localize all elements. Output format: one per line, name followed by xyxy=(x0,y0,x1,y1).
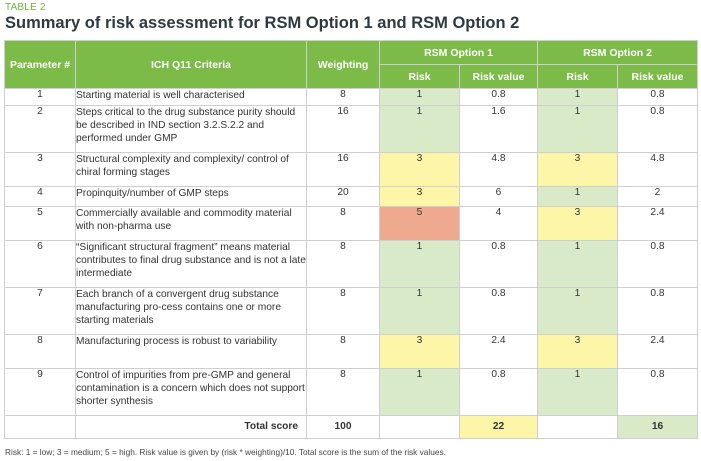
option1-risk-value-cell: 4.8 xyxy=(459,152,538,187)
table-row: 9 Control of impurities from pre-GMP and … xyxy=(4,368,698,416)
parameter-cell: 8 xyxy=(4,334,76,369)
parameter-cell: 2 xyxy=(4,105,76,153)
criteria-cell: “Significant structural fragment” means … xyxy=(75,240,307,288)
option2-risk-value-cell: 4.8 xyxy=(617,152,698,187)
option1-risk-cell: 3 xyxy=(379,152,460,187)
table-title: Summary of risk assessment for RSM Optio… xyxy=(5,14,520,32)
parameter-cell: 6 xyxy=(4,240,76,288)
option1-risk-cell: 5 xyxy=(379,206,460,241)
header-option2-risk-value: Risk value xyxy=(617,64,698,89)
criteria-cell: Control of impurities from pre-GMP and g… xyxy=(75,368,307,416)
table-row: 6 “Significant structural fragment” means… xyxy=(4,240,698,288)
option2-risk-value-cell: 0.8 xyxy=(617,88,698,106)
weighting-cell: 8 xyxy=(306,334,380,369)
option1-risk-value-cell: 1.6 xyxy=(459,105,538,153)
option1-risk-cell: 1 xyxy=(379,287,460,335)
table-row: 1 Starting material is well characterised… xyxy=(4,88,698,106)
header-criteria: ICH Q11 Criteria xyxy=(75,40,307,89)
header-weighting: Weighting xyxy=(306,40,380,89)
option2-risk-cell: 3 xyxy=(537,206,618,241)
weighting-cell: 8 xyxy=(306,88,380,106)
weighting-cell: 8 xyxy=(306,368,380,416)
total-weighting: 100 xyxy=(306,415,380,439)
weighting-cell: 20 xyxy=(306,186,380,207)
header-option1: RSM Option 1 xyxy=(379,40,538,65)
option1-risk-cell: 1 xyxy=(379,105,460,153)
header-option1-risk-value: Risk value xyxy=(459,64,538,89)
criteria-cell: Manufacturing process is robust to varia… xyxy=(75,334,307,369)
option1-risk-value-cell: 0.8 xyxy=(459,240,538,288)
header-parameter: Parameter # xyxy=(4,40,76,89)
option2-risk-cell: 1 xyxy=(537,287,618,335)
total-row: Total score 100 22 16 xyxy=(4,415,698,439)
parameter-cell: 5 xyxy=(4,206,76,241)
table-row: 3 Structural complexity and complexity/ c… xyxy=(4,152,698,187)
option1-risk-value-cell: 0.8 xyxy=(459,88,538,106)
option1-risk-value-cell: 0.8 xyxy=(459,368,538,416)
option2-risk-cell: 1 xyxy=(537,88,618,106)
option2-risk-cell: 1 xyxy=(537,368,618,416)
weighting-cell: 8 xyxy=(306,240,380,288)
total-option1-value: 22 xyxy=(459,415,538,439)
total-blank xyxy=(4,415,76,439)
header-option2-risk: Risk xyxy=(537,64,618,89)
parameter-cell: 1 xyxy=(4,88,76,106)
footnote: Risk: 1 = low; 3 = medium; 5 = high. Ris… xyxy=(5,447,446,457)
option1-risk-cell: 1 xyxy=(379,240,460,288)
criteria-cell: Propinquity/number of GMP steps xyxy=(75,186,307,207)
criteria-cell: Commercially available and commodity mat… xyxy=(75,206,307,241)
option2-risk-value-cell: 0.8 xyxy=(617,368,698,416)
option2-risk-cell: 1 xyxy=(537,105,618,153)
weighting-cell: 16 xyxy=(306,105,380,153)
option2-risk-cell: 3 xyxy=(537,334,618,369)
table-row: 5 Commercially available and commodity ma… xyxy=(4,206,698,241)
parameter-cell: 4 xyxy=(4,186,76,207)
option1-risk-value-cell: 6 xyxy=(459,186,538,207)
total-option1-risk xyxy=(379,415,460,439)
option2-risk-value-cell: 2.4 xyxy=(617,206,698,241)
parameter-cell: 3 xyxy=(4,152,76,187)
criteria-cell: Each branch of a convergent drug substan… xyxy=(75,287,307,335)
weighting-cell: 8 xyxy=(306,287,380,335)
option2-risk-value-cell: 2.4 xyxy=(617,334,698,369)
total-label: Total score xyxy=(75,415,307,439)
option1-risk-value-cell: 0.8 xyxy=(459,287,538,335)
option1-risk-cell: 3 xyxy=(379,186,460,207)
table-row: 7 Each branch of a convergent drug substa… xyxy=(4,287,698,335)
option1-risk-value-cell: 4 xyxy=(459,206,538,241)
parameter-cell: 9 xyxy=(4,368,76,416)
weighting-cell: 16 xyxy=(306,152,380,187)
option1-risk-cell: 1 xyxy=(379,368,460,416)
option1-risk-value-cell: 2.4 xyxy=(459,334,538,369)
table-label: TABLE 2 xyxy=(5,2,46,13)
option2-risk-cell: 1 xyxy=(537,186,618,207)
option2-risk-cell: 3 xyxy=(537,152,618,187)
criteria-cell: Steps critical to the drug substance pur… xyxy=(75,105,307,153)
total-option2-value: 16 xyxy=(617,415,698,439)
option2-risk-value-cell: 0.8 xyxy=(617,240,698,288)
weighting-cell: 8 xyxy=(306,206,380,241)
criteria-cell: Structural complexity and complexity/ co… xyxy=(75,152,307,187)
table-row: 2 Steps critical to the drug substance pu… xyxy=(4,105,698,153)
option1-risk-cell: 1 xyxy=(379,88,460,106)
header-option2: RSM Option 2 xyxy=(537,40,698,65)
table-body: 1 Starting material is well characterised… xyxy=(4,88,698,416)
risk-assessment-table: Parameter # ICH Q11 Criteria Weighting R… xyxy=(4,40,698,439)
option1-risk-cell: 3 xyxy=(379,334,460,369)
parameter-cell: 7 xyxy=(4,287,76,335)
option2-risk-cell: 1 xyxy=(537,240,618,288)
table-row: 4 Propinquity/number of GMP steps 20 3 6 1 2 xyxy=(4,186,698,207)
table-row: 8 Manufacturing process is robust to vari… xyxy=(4,334,698,369)
header-option1-risk: Risk xyxy=(379,64,460,89)
total-option2-risk xyxy=(537,415,618,439)
option2-risk-value-cell: 2 xyxy=(617,186,698,207)
option2-risk-value-cell: 0.8 xyxy=(617,287,698,335)
criteria-cell: Starting material is well characterised xyxy=(75,88,307,106)
option2-risk-value-cell: 0.8 xyxy=(617,105,698,153)
